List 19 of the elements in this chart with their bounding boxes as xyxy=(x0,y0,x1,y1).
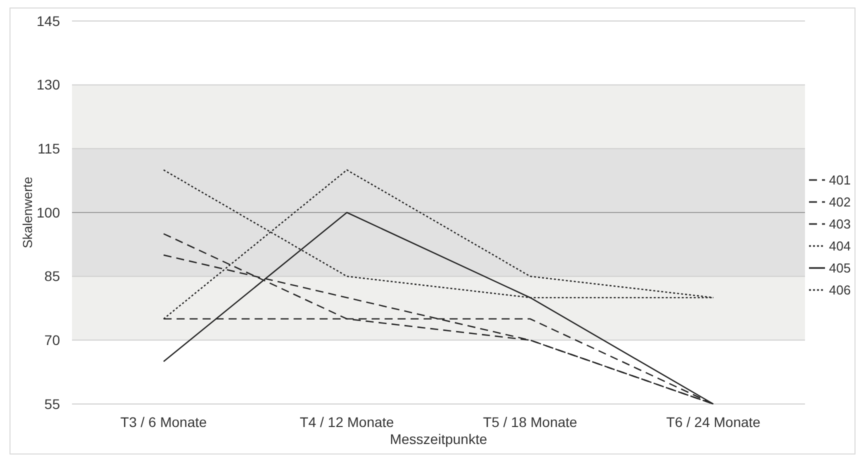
legend-label: 401 xyxy=(829,172,851,188)
y-tick-label: 145 xyxy=(36,12,60,29)
y-tick-label: 70 xyxy=(44,332,60,348)
x-tick-label: T6 / 24 Monate xyxy=(666,414,761,430)
y-tick-label: 55 xyxy=(44,396,60,412)
x-tick-label: T3 / 6 Monate xyxy=(120,414,208,430)
y-tick-label: 115 xyxy=(38,140,60,157)
y-tick-label: 130 xyxy=(36,76,60,93)
y-tick-label: 85 xyxy=(44,268,60,284)
x-axis-title: Messzeitpunkte xyxy=(390,431,488,447)
legend-label: 405 xyxy=(829,260,851,276)
legend-label: 402 xyxy=(829,194,851,210)
x-tick-label: T5 / 18 Monate xyxy=(483,414,578,430)
legend-label: 404 xyxy=(829,238,851,254)
y-tick-label: 100 xyxy=(36,204,60,220)
y-axis-title: Skalenwerte xyxy=(20,176,35,248)
x-tick-label: T4 / 12 Monate xyxy=(300,414,394,430)
legend-label: 403 xyxy=(829,216,851,232)
legend-label: 406 xyxy=(829,282,851,298)
